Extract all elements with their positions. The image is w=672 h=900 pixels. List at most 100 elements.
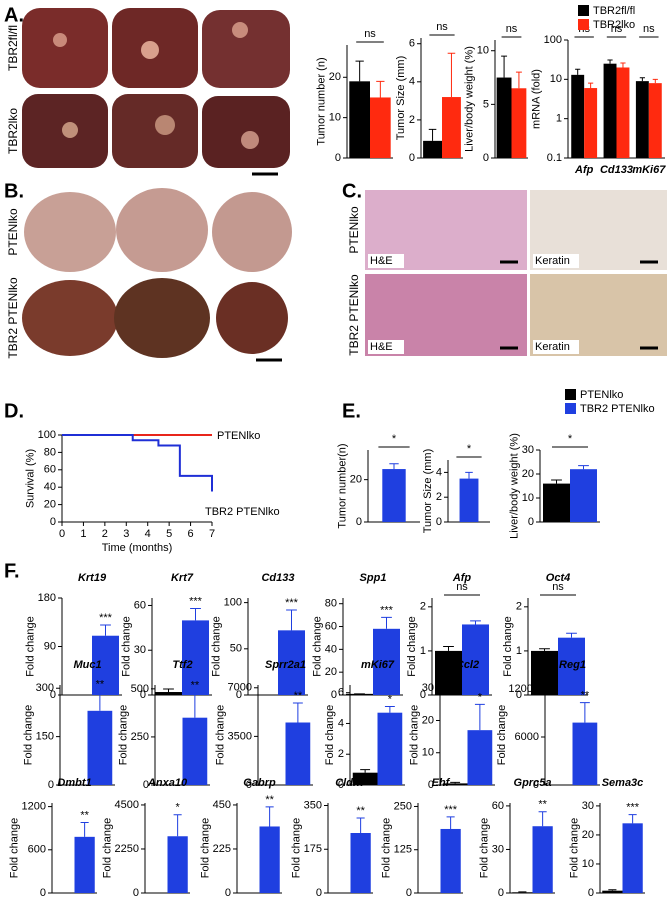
significance: ** [80, 809, 89, 821]
y-axis-label: Fold change [568, 818, 580, 879]
y-tick-label: 30 [134, 644, 146, 656]
y-axis-label: Fold change [118, 705, 130, 766]
y-axis-label: Fold change [496, 705, 508, 766]
significance: *** [189, 595, 203, 607]
bar [377, 712, 403, 785]
legend-swatch [578, 19, 589, 30]
error-bar [94, 690, 105, 711]
row-label: PTENlko [347, 206, 361, 254]
y-axis-label: Fold change [120, 616, 132, 677]
x-tick-label: 6 [188, 528, 194, 540]
panel-label: A. [4, 4, 24, 26]
error-bar [628, 814, 637, 824]
panel-label: E. [342, 400, 361, 422]
error-bar [163, 688, 174, 693]
error-bar [450, 781, 461, 784]
bar [74, 836, 95, 893]
error-bar [100, 624, 111, 636]
bar [512, 892, 533, 893]
bar [259, 826, 280, 893]
significance: ** [538, 799, 547, 811]
y-axis-label: Fold change [102, 818, 114, 879]
y-tick-label: 1200 [22, 801, 46, 813]
y-axis-label: mRNA (fold) [531, 69, 543, 129]
significance: ** [265, 794, 274, 806]
bar [92, 635, 119, 695]
bar [442, 783, 468, 785]
y-tick-label: 0 [356, 516, 362, 528]
y-tick-label: 6 [338, 687, 344, 699]
y-tick-label: 2 [516, 601, 522, 613]
y-tick-label: 150 [36, 731, 54, 743]
bar [571, 74, 585, 158]
y-tick-label: 225 [213, 843, 231, 855]
error-bar [578, 465, 589, 470]
x-tick-label: Afp [574, 164, 594, 176]
y-tick-label: 0 [133, 887, 139, 899]
legend-label: TBR2 PTENlko [580, 403, 655, 415]
error-bar [588, 82, 594, 89]
y-tick-label: 0 [428, 779, 434, 791]
y-tick-label: 0.1 [547, 152, 562, 164]
chart-title: Krt7 [171, 572, 194, 584]
chart-title: Afp [452, 572, 472, 584]
chart-title: Cd133 [261, 572, 294, 584]
bar [572, 722, 598, 785]
y-tick-label: 20 [582, 829, 594, 841]
bar [602, 890, 623, 893]
y-tick-label: 6000 [515, 731, 539, 743]
stain-label: Keratin [535, 255, 570, 267]
bar [622, 823, 643, 893]
row-label: TBR2 PTENlko [347, 274, 361, 356]
error-bar [551, 479, 562, 484]
x-tick-label: 0 [59, 528, 65, 540]
chart-title: Oct4 [546, 572, 570, 584]
panel-label: D. [4, 400, 24, 422]
bar [648, 83, 662, 158]
chart-title: Sema3c [602, 777, 644, 789]
chart-title: Gabrp [243, 777, 276, 789]
y-tick-label: 0 [420, 689, 426, 701]
y-tick-label: 2 [409, 114, 415, 126]
error-bar [384, 706, 395, 713]
error-bar [447, 52, 456, 98]
bar [382, 469, 406, 522]
panel-label: F. [4, 560, 20, 582]
y-tick-label: 250 [394, 800, 412, 812]
error-bar [501, 55, 508, 78]
error-bar [608, 889, 617, 891]
error-bar [474, 703, 485, 731]
y-tick-label: 0 [406, 887, 412, 899]
y-axis-label: Fold change [406, 616, 418, 677]
y-axis-label: Tumor number(n) [336, 443, 348, 528]
error-bar [639, 77, 645, 82]
error-bar [446, 816, 455, 829]
bar [349, 81, 370, 158]
bar [167, 836, 188, 893]
y-axis-label: Fold change [381, 818, 393, 879]
significance: * [392, 433, 397, 445]
y-tick-label: 60 [134, 599, 146, 611]
error-bar [265, 806, 274, 827]
y-tick-label: 40 [44, 481, 56, 493]
y-tick-label: 30 [422, 682, 434, 694]
y-tick-label: 60 [492, 800, 504, 812]
y-axis-label: Fold change [211, 616, 223, 677]
y-axis-label: Fold change [200, 818, 212, 879]
error-bar [355, 60, 364, 82]
y-tick-label: 600 [28, 844, 46, 856]
x-tick-label: 2 [102, 528, 108, 540]
error-bar [376, 80, 385, 98]
y-tick-label: 50 [230, 643, 242, 655]
significance: ** [294, 690, 303, 702]
bar [285, 722, 311, 785]
row-label: PTENlko [6, 208, 20, 256]
y-tick-label: 0 [48, 779, 54, 791]
legend-swatch [565, 389, 576, 400]
significance: ** [96, 678, 105, 690]
x-tick-label: Cd133 [600, 164, 633, 176]
y-tick-label: 30 [492, 843, 504, 855]
y-tick-label: 1 [516, 645, 522, 657]
legend-label: PTENlko [580, 389, 623, 401]
row-label: TBR2fl/fl [6, 25, 20, 71]
